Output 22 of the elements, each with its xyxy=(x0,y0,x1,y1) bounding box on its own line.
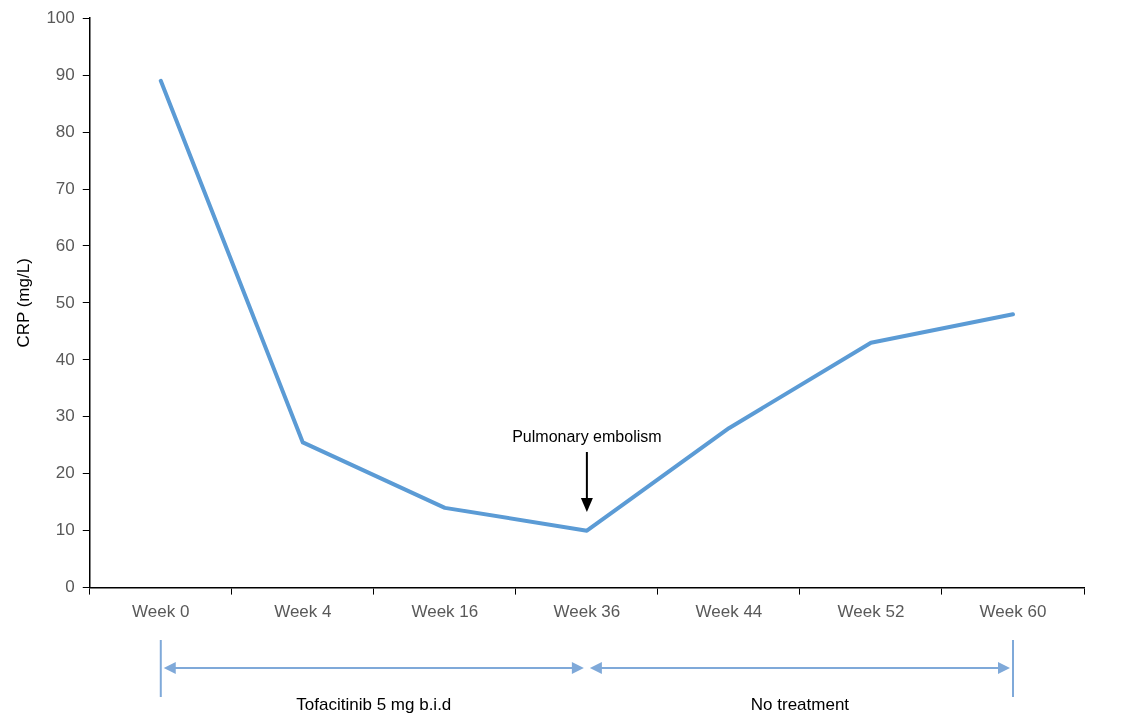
y-tick-label: 70 xyxy=(55,178,75,198)
y-tick-label: 90 xyxy=(55,64,75,84)
y-tick-label: 10 xyxy=(55,520,75,540)
annotation: Pulmonary embolism xyxy=(512,428,662,446)
x-tick-label: Week 36 xyxy=(553,602,621,622)
text: Tofacitinib 5 mg b.i.d xyxy=(296,695,452,715)
y-axis-title: CRP (mg/L) xyxy=(13,258,33,348)
x-tick-label: Week 0 xyxy=(132,602,190,622)
y-tick-label: 40 xyxy=(55,349,75,369)
y-tick-label: 80 xyxy=(55,121,75,141)
x-tick-label: Week 16 xyxy=(411,602,479,622)
y-tick-label: 0 xyxy=(65,577,75,597)
y-tick-label: 30 xyxy=(55,406,75,426)
text: No treatment xyxy=(750,695,850,715)
y-tick-label: 20 xyxy=(55,463,75,483)
x-tick-label: Week 60 xyxy=(979,602,1047,622)
y-tick-label: 60 xyxy=(55,235,75,255)
y-tick-label: 100 xyxy=(46,7,75,27)
x-tick-label: Week 4 xyxy=(274,602,332,622)
y-tick-label: 50 xyxy=(55,292,75,312)
x-tick-label: Week 52 xyxy=(837,602,905,622)
x-tick-label: Week 44 xyxy=(695,602,763,622)
